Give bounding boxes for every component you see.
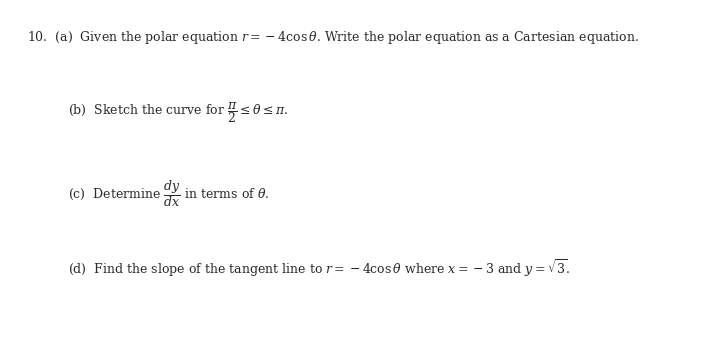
Text: (c)  Determine $\dfrac{dy}{dx}$ in terms of $\theta$.: (c) Determine $\dfrac{dy}{dx}$ in terms … xyxy=(68,178,270,210)
Text: (d)  Find the slope of the tangent line to $r = -4\cos\theta$ where $x = -3$ and: (d) Find the slope of the tangent line t… xyxy=(68,257,571,279)
Text: (b)  Sketch the curve for $\dfrac{\pi}{2} \leq \theta \leq \pi$.: (b) Sketch the curve for $\dfrac{\pi}{2}… xyxy=(68,100,289,125)
Text: 10.  (a)  Given the polar equation $r = -4\cos\theta$. Write the polar equation : 10. (a) Given the polar equation $r = -4… xyxy=(27,29,639,46)
